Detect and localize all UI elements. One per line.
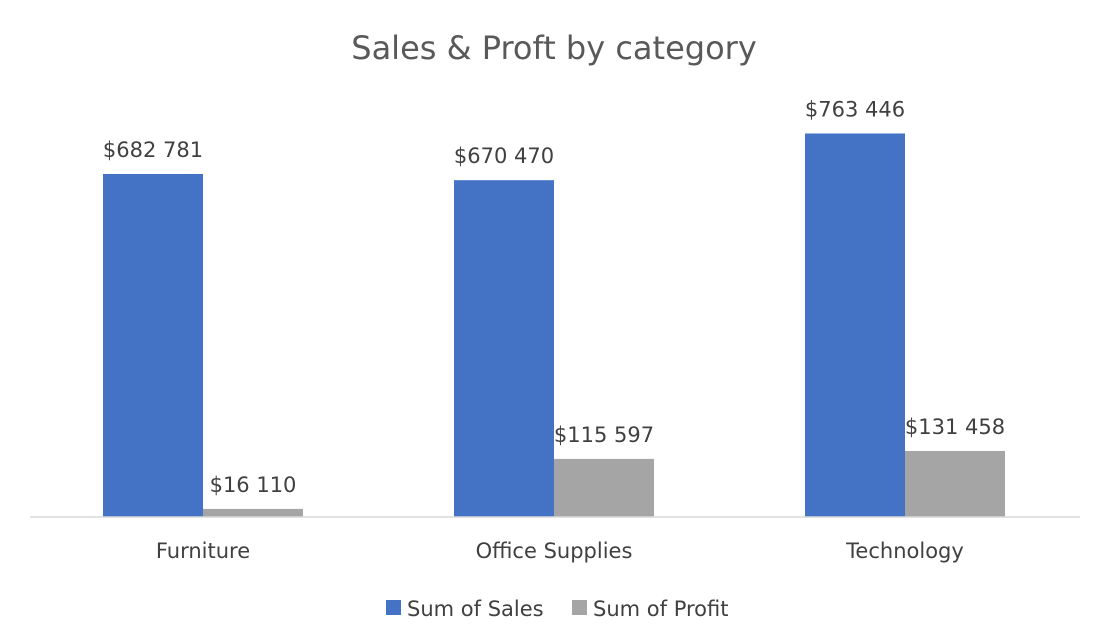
category-labels: Furniture Office Supplies Technology	[156, 539, 964, 563]
data-label-sum-of-sales-furniture: $682 781	[103, 138, 203, 162]
category-label-office-supplies: Office Supplies	[476, 539, 633, 563]
legend-swatch-sales	[386, 600, 401, 615]
legend-label-sales: Sum of Sales	[407, 597, 544, 621]
data-label-sum-of-profit-office-supplies: $115 597	[554, 423, 654, 447]
category-label-furniture: Furniture	[156, 539, 250, 563]
bar-sum-of-sales-office-supplies	[454, 180, 554, 517]
chart-title: Sales & Proft by category	[351, 29, 757, 67]
bar-sum-of-sales-technology	[805, 133, 905, 517]
data-label-sum-of-sales-office-supplies: $670 470	[454, 144, 554, 168]
plot-area: $682 781 $16 110 $670 470 $115 597 $763 446 $…	[103, 97, 1005, 517]
legend: Sum of Sales Sum of Profit	[386, 597, 728, 621]
data-label-sum-of-sales-technology: $763 446	[805, 97, 905, 121]
category-label-technology: Technology	[845, 539, 964, 563]
bar-sum-of-profit-technology	[905, 450, 1005, 517]
bar-sum-of-profit-furniture	[203, 508, 303, 517]
bar-sum-of-sales-furniture	[103, 174, 203, 517]
bar-sum-of-profit-office-supplies	[554, 458, 654, 517]
data-label-sum-of-profit-technology: $131 458	[905, 415, 1005, 439]
legend-swatch-profit	[572, 600, 587, 615]
legend-label-profit: Sum of Profit	[593, 597, 728, 621]
data-label-sum-of-profit-furniture: $16 110	[210, 473, 297, 497]
